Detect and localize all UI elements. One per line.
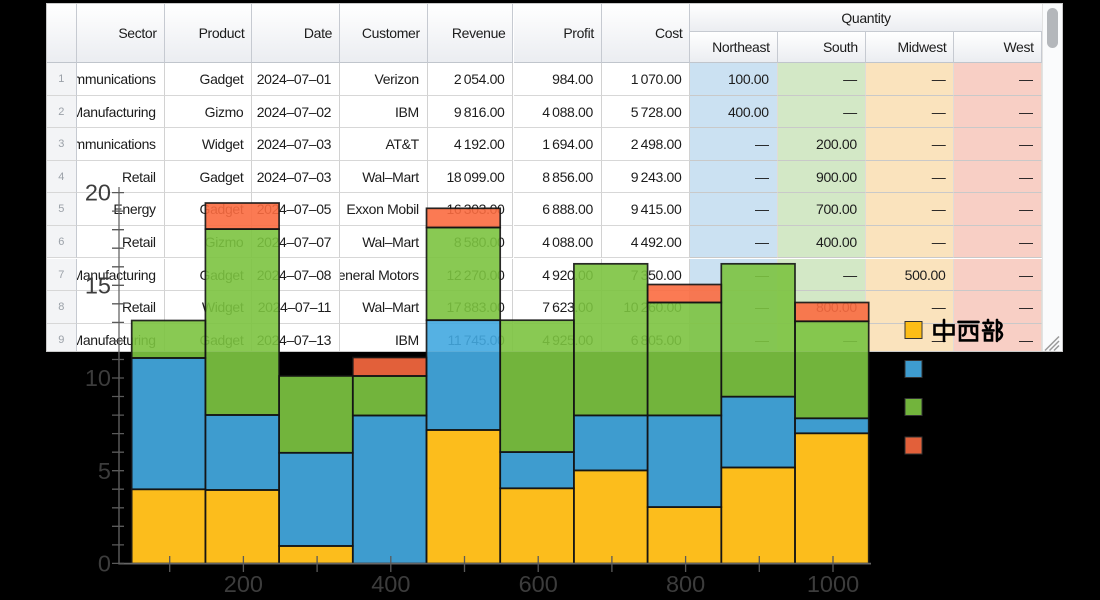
svg-text:5: 5 <box>98 458 111 484</box>
svg-text:400: 400 <box>371 571 410 597</box>
svg-text:600: 600 <box>519 571 558 597</box>
svg-text:15: 15 <box>85 273 111 299</box>
svg-text:10: 10 <box>85 365 111 391</box>
svg-text:1000: 1000 <box>807 571 859 597</box>
svg-text:800: 800 <box>666 571 705 597</box>
svg-text:200: 200 <box>224 571 263 597</box>
svg-text:0: 0 <box>98 551 111 577</box>
svg-text:20: 20 <box>85 180 111 206</box>
